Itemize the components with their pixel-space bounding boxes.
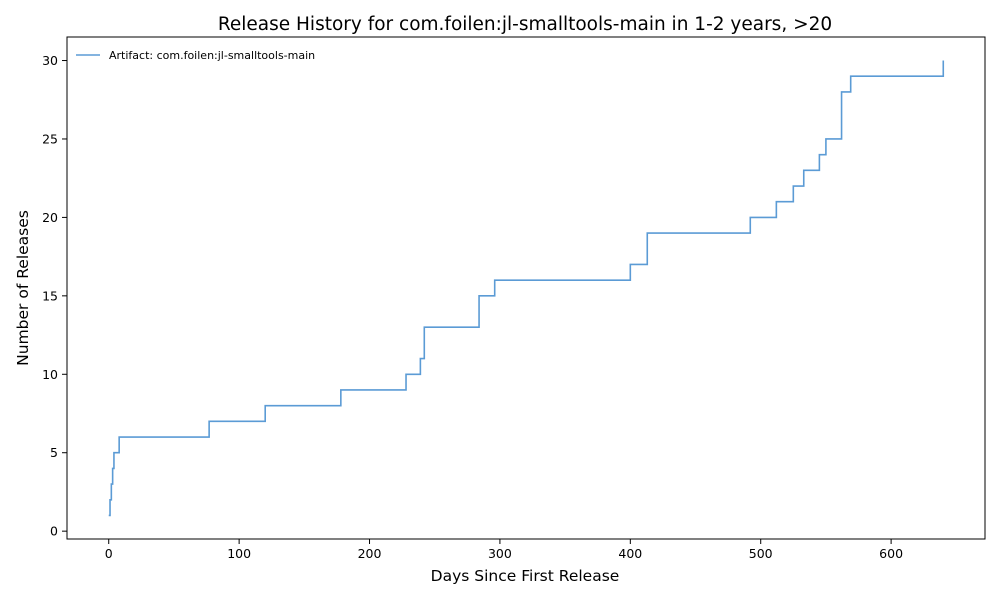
plot-area [67,37,985,539]
x-tick-label: 300 [488,546,512,561]
x-axis-label: Days Since First Release [431,567,620,585]
series-layer [108,60,945,517]
legend-entry: Artifact: com.foilen:jl-smalltools-main [109,49,315,62]
y-tick-label: 20 [42,210,58,225]
x-tick-label: 0 [105,546,113,561]
y-tick-label: 30 [42,53,58,68]
y-tick-label: 10 [42,367,58,382]
axes-frame [66,36,986,540]
x-tick-label: 600 [879,546,903,561]
y-tick-label: 0 [50,524,58,539]
y-tick-label: 5 [50,445,58,460]
chart-title: Release History for com.foilen:jl-smallt… [218,14,832,35]
x-tick-label: 500 [749,546,773,561]
x-tick-label: 400 [618,546,642,561]
x-tick-label: 100 [227,546,251,561]
x-tick-label: 200 [358,546,382,561]
y-tick-label: 15 [42,288,58,303]
axes-layer: 0 100 200 300 400 500 600 0 5 10 15 20 25 30 [42,36,986,561]
series-line-0 [108,60,945,517]
y-tick-label: 25 [42,131,58,146]
legend: Artifact: com.foilen:jl-smalltools-main [76,49,315,62]
y-axis-label: Number of Releases [14,210,32,366]
